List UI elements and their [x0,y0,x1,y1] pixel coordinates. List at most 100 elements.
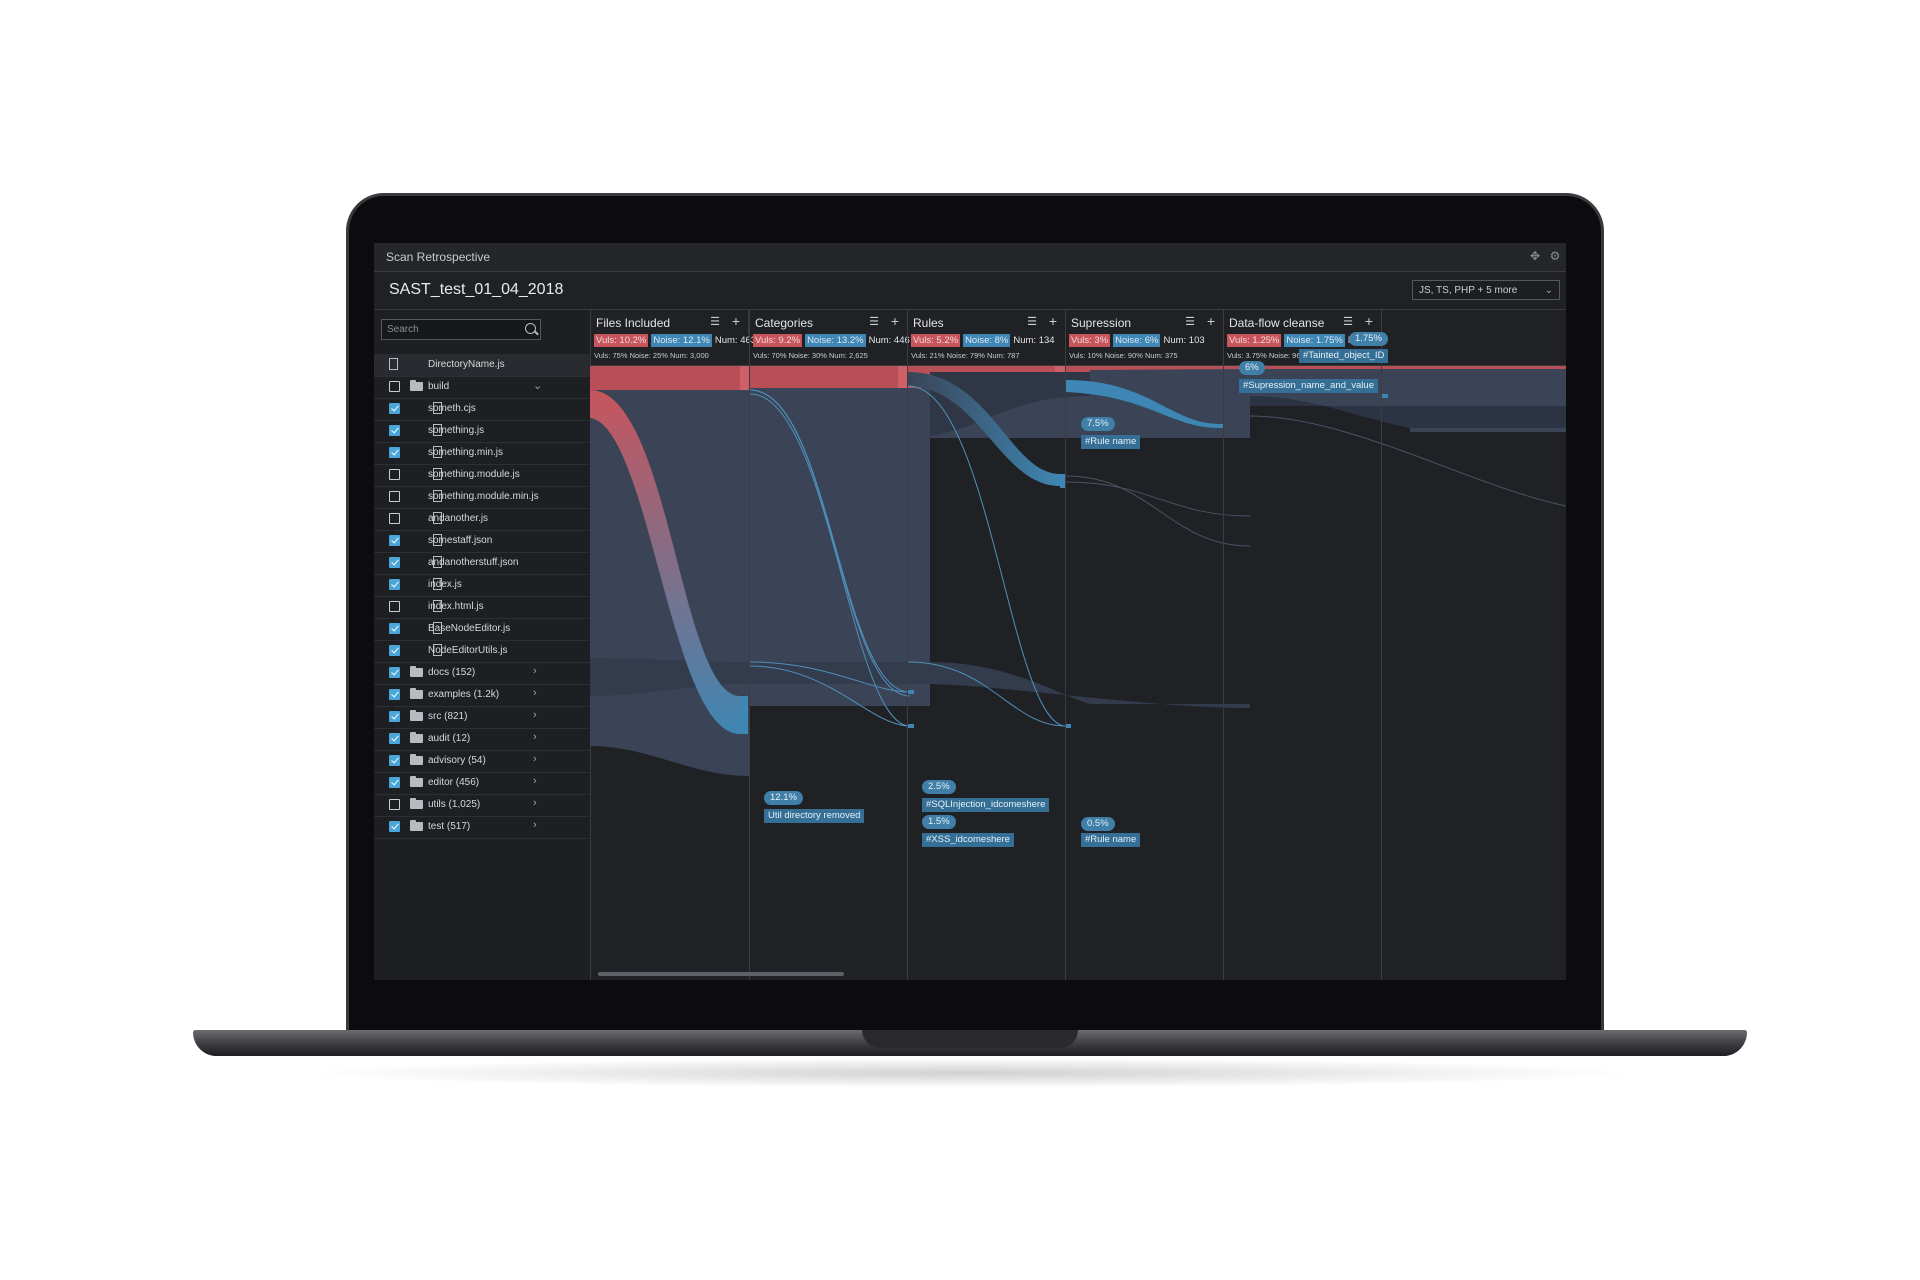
chevron-right-icon[interactable]: › [533,753,537,765]
column-stats: Vuls: 5.2% Noise: 8% Num: 134 [911,334,1055,350]
thin-flow-5 [907,385,1067,727]
tree-file-row[interactable]: something.js [374,420,590,443]
node-pct-rule-2[interactable]: 0.5% [1081,817,1115,831]
column-divider [749,310,750,980]
file-icon [433,424,442,436]
checkbox[interactable] [389,601,400,612]
tree-item-label: editor (456) [428,777,480,788]
node-pct-tainted[interactable]: 1.75% [1349,332,1388,346]
horizontal-scrollbar[interactable] [598,972,844,976]
tree-file-row[interactable]: somestaff.json [374,530,590,553]
filter-icon[interactable]: ☰ [1027,316,1037,328]
add-icon[interactable]: + [731,313,740,329]
checkbox[interactable] [389,469,400,480]
tree-folder-row[interactable]: editor (456) › [374,772,590,795]
node-label-tainted[interactable]: #Tainted_object_ID [1299,349,1389,363]
checkbox[interactable] [389,447,400,458]
tree-file-row[interactable]: something.min.js [374,442,590,465]
checkbox[interactable] [389,381,400,392]
chevron-right-icon[interactable]: › [533,731,537,743]
checkbox[interactable] [389,821,400,832]
tree-folder-row[interactable]: examples (1.2k) › [374,684,590,707]
thin-flow-8 [1065,475,1251,547]
checkbox[interactable] [389,689,400,700]
tree-file-row[interactable]: someth.cjs [374,398,590,421]
tree-file-row[interactable]: something.module.js [374,464,590,487]
node-label-sql[interactable]: #SQLInjection_idcomeshere [922,798,1050,812]
tree-file-row[interactable]: andanother.js [374,508,590,531]
vuls-badge: Vuls: 3% [1069,334,1111,347]
node-label-xss[interactable]: #XSS_idcomeshere [922,833,1014,847]
tree-file-row[interactable]: something.module.min.js [374,486,590,509]
tree-file-row[interactable]: index.js [374,574,590,597]
vuls-badge: Vuls: 1.25% [1227,334,1282,347]
chevron-down-icon[interactable]: ⌄ [533,380,543,392]
chevron-right-icon[interactable]: › [533,709,537,721]
tree-folder-row[interactable]: audit (12) › [374,728,590,751]
checkbox[interactable] [389,513,400,524]
checkbox[interactable] [389,667,400,678]
checkbox[interactable] [389,777,400,788]
tree-item-label: build [428,381,450,392]
checkbox[interactable] [389,623,400,634]
tree-folder-row[interactable]: test (517) › [374,816,590,839]
node-pct-xss[interactable]: 1.5% [922,815,956,829]
tree-folder-row[interactable]: advisory (54) › [374,750,590,773]
add-icon[interactable]: + [1048,313,1057,329]
move-icon[interactable]: ✥ [1529,249,1541,263]
tree-file-row[interactable]: NodeEditorUtils.js [374,640,590,663]
checkbox[interactable] [389,755,400,766]
chevron-right-icon[interactable]: › [533,797,537,809]
search-icon[interactable] [525,323,536,334]
tree-file-row[interactable]: andanotherstuff.json [374,552,590,575]
tree-item-label: DirectoryName.js [428,359,505,370]
checkbox[interactable] [389,645,400,656]
tree-item-label: something.js [428,425,485,436]
node-bar-rule-1 [1060,474,1066,488]
checkbox[interactable] [389,491,400,502]
chevron-right-icon[interactable]: › [533,819,537,831]
chevron-right-icon[interactable]: › [533,665,537,677]
search-input[interactable]: Search [381,319,541,340]
checkbox[interactable] [389,733,400,744]
tree-folder-row[interactable]: build ⌄ [374,376,590,399]
language-filter-select[interactable]: JS, TS, PHP + 5 more ⌄ [1412,280,1560,300]
column-title: Supression [1071,316,1132,330]
column-title: Rules [913,316,944,330]
tree-folder-row[interactable]: src (821) › [374,706,590,729]
tree-file-row[interactable]: BaseNodeEditor.js [374,618,590,641]
checkbox[interactable] [389,557,400,568]
add-icon[interactable]: + [1364,313,1373,329]
chevron-right-icon[interactable]: › [533,775,537,787]
checkbox[interactable] [389,799,400,810]
tree-file-row[interactable]: index.html.js [374,596,590,619]
filter-icon[interactable]: ☰ [869,316,879,328]
node-pct-sql[interactable]: 2.5% [922,780,956,794]
node-label-rule-1[interactable]: #Rule name [1081,435,1141,449]
filter-icon[interactable]: ☰ [1343,316,1353,328]
checkbox[interactable] [389,535,400,546]
thin-flow-7 [749,389,911,697]
node-pct-util[interactable]: 12.1% [764,791,803,805]
node-pct-supp[interactable]: 6% [1239,361,1265,375]
thin-flow-2 [749,393,911,727]
checkbox[interactable] [389,403,400,414]
checkbox[interactable] [389,579,400,590]
filter-icon[interactable]: ☰ [1185,316,1195,328]
tree-folder-row[interactable]: utils (1,025) › [374,794,590,817]
node-label-supp[interactable]: #Supression_name_and_value [1239,379,1378,393]
tree-folder-row[interactable]: docs (152) › [374,662,590,685]
checkbox[interactable] [389,425,400,436]
filter-icon[interactable]: ☰ [710,316,720,328]
chevron-down-icon: ⌄ [1544,285,1553,296]
node-label-util[interactable]: Util directory removed [764,809,865,823]
add-icon[interactable]: + [890,313,899,329]
node-pct-rule-1[interactable]: 7.5% [1081,417,1115,431]
header-separator [590,365,1566,366]
chevron-right-icon[interactable]: › [533,687,537,699]
tree-file-row[interactable]: DirectoryName.js [374,354,590,377]
gear-icon[interactable]: ⚙ [1549,249,1561,263]
checkbox[interactable] [389,711,400,722]
node-label-rule-2[interactable]: #Rule name [1081,833,1141,847]
add-icon[interactable]: + [1206,313,1215,329]
